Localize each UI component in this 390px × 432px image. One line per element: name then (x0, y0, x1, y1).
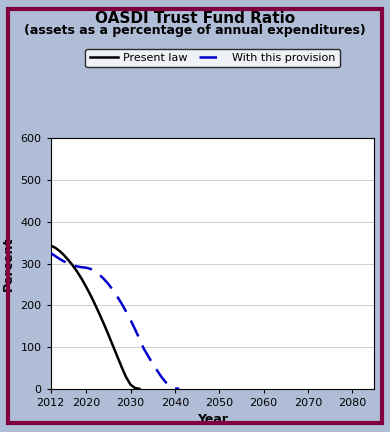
Text: (assets as a percentage of annual expenditures): (assets as a percentage of annual expend… (24, 24, 366, 37)
Text: OASDI Trust Fund Ratio: OASDI Trust Fund Ratio (95, 11, 295, 26)
Legend: Present law, With this provision: Present law, With this provision (85, 48, 340, 67)
Y-axis label: Percent: Percent (2, 236, 15, 291)
X-axis label: Year: Year (197, 413, 228, 426)
